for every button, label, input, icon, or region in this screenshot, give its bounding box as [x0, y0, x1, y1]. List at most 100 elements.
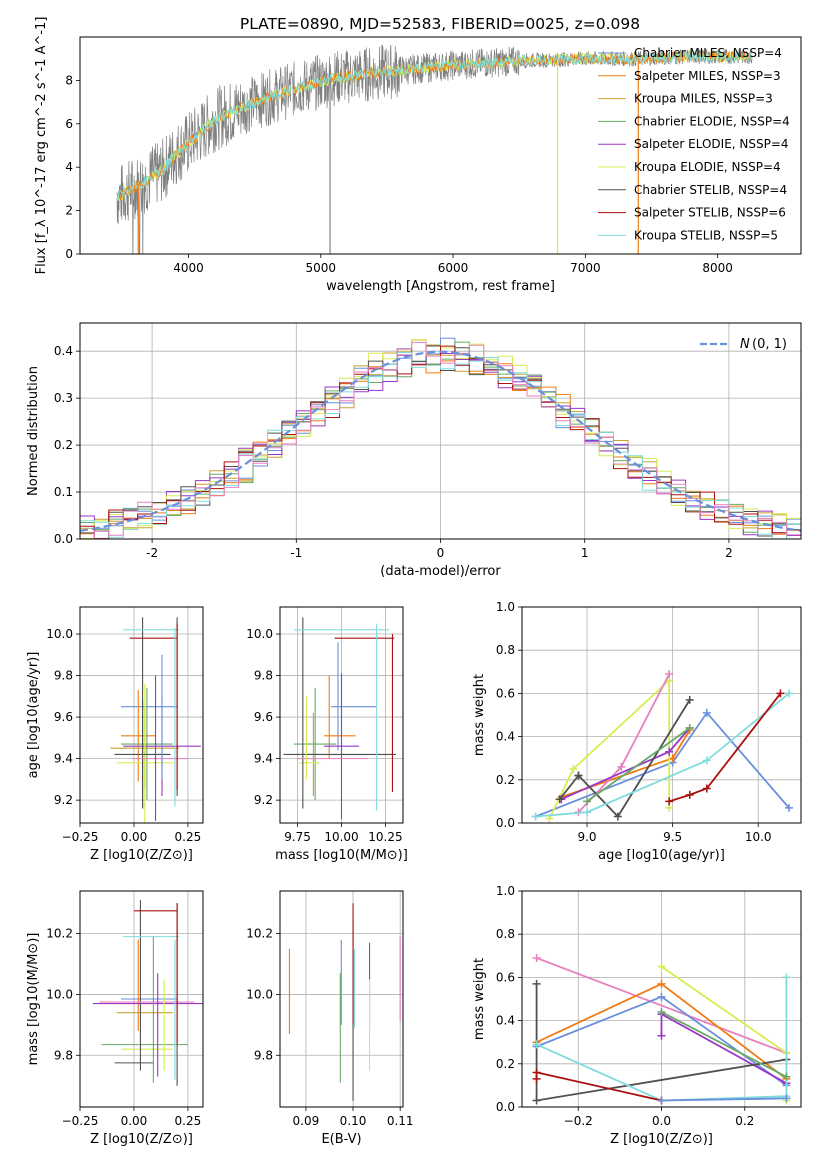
weight-series-line [660, 1012, 787, 1084]
legend-entry: Salpeter STELIB, NSSP=6 [634, 206, 786, 220]
axes-frame [279, 606, 404, 824]
y-tick-label: 0.6 [496, 686, 515, 700]
normal-curve-line [80, 350, 801, 532]
weight-series-line [661, 1097, 787, 1102]
legend-entry: Salpeter ELODIE, NSSP=4 [634, 137, 789, 151]
weight-series-line [668, 692, 782, 803]
x-tick-label: 6000 [438, 261, 469, 275]
data-point-marker [532, 1040, 541, 1049]
y-tick-label: 10.0 [46, 987, 73, 1001]
weight-series-line [535, 1071, 662, 1102]
x-tick-label: −0.25 [62, 830, 99, 844]
y-tick-label: 9.6 [54, 710, 73, 724]
y-tick-label: 1.0 [496, 884, 515, 898]
data-point-marker [702, 708, 711, 717]
weight-vs-age-panel: 9.0 9.5 10.0 0.0 0.2 0.4 0.6 0.8 1.0 age [log10(a… [472, 600, 802, 863]
x-tick-label: -2 [146, 546, 158, 560]
x-tick-label: 10.0 [745, 830, 772, 844]
data-point-marker [782, 1094, 791, 1103]
y-tick-label: 0 [65, 247, 73, 261]
x-tick-label: −0.2 [564, 1114, 593, 1128]
data-spectrum-line [116, 44, 753, 254]
x-tick-label: 0.00 [121, 830, 148, 844]
y-tick-label: 10.2 [46, 927, 73, 941]
weight-series-line [661, 1011, 787, 1078]
y-tick-label: 9.4 [54, 752, 73, 766]
weight-series-line [548, 678, 671, 820]
legend-entry: Chabrier STELIB, NSSP=4 [634, 183, 787, 197]
data-point-marker [657, 979, 666, 988]
x-axis-label: Z [log10(Z/Z⊙)] [90, 848, 193, 863]
data-point-marker [555, 795, 564, 804]
x-axis-label: (data-model)/error [380, 564, 501, 579]
data-point-marker [785, 803, 794, 812]
data-point-marker [532, 1068, 541, 1077]
axes-frame [279, 890, 404, 1108]
y-axis-label: Normed distribution [26, 366, 41, 496]
weight-series-line [660, 965, 788, 1101]
data-point-marker [657, 962, 666, 971]
y-axis-label: age [log10(age/yr)] [26, 652, 41, 779]
legend-entry: N [740, 337, 750, 352]
y-tick-label: 10.0 [46, 627, 73, 641]
y-tick-label: 2 [65, 204, 73, 218]
data-point-marker [657, 1096, 666, 1105]
weight-series-line [577, 673, 670, 813]
legend-entry: Kroupa STELIB, NSSP=5 [634, 228, 778, 242]
x-tick-label: 0.09 [293, 1114, 320, 1128]
y-tick-label: 0.4 [496, 730, 515, 744]
plot-area [531, 669, 794, 823]
x-tick-label: 0.10 [340, 1114, 367, 1128]
x-tick-label: 0 [437, 546, 445, 560]
age-vs-z-panel: −0.25 0.00 0.25 9.2 9.4 9.6 9.8 10.0 Z [log10(Z/… [26, 606, 204, 863]
legend-entry: (0, 1) [752, 337, 787, 352]
y-tick-label: 0.0 [54, 532, 73, 546]
x-tick-label: 8000 [702, 261, 733, 275]
y-tick-label: 0.4 [496, 1014, 515, 1028]
data-point-marker [657, 1031, 666, 1040]
legend-entry: Kroupa ELODIE, NSSP=4 [634, 160, 781, 174]
data-point-marker [665, 669, 674, 678]
legend-entry: Kroupa MILES, NSSP=3 [634, 92, 773, 106]
histogram-series [80, 345, 801, 539]
age-vs-mass-panel: 9.75 10.00 10.25 9.2 9.4 9.6 9.8 10.0 mass [log1… [246, 606, 408, 863]
data-point-marker [613, 812, 622, 821]
data-point-marker [569, 765, 578, 773]
weight-series-line [586, 727, 691, 803]
axes-frame [79, 322, 802, 540]
plot-area [116, 44, 753, 254]
y-tick-label: 8 [65, 73, 73, 87]
data-point-marker [785, 689, 794, 698]
plot-area [532, 953, 791, 1105]
x-tick-label: -1 [290, 546, 302, 560]
data-point-marker [782, 1072, 791, 1081]
y-tick-label: 1.0 [496, 600, 515, 614]
y-tick-label: 0.2 [496, 773, 515, 787]
legend-entry: Chabrier MILES, NSSP=4 [634, 46, 782, 60]
x-tick-label: 10.25 [368, 830, 402, 844]
y-tick-label: 0.3 [54, 391, 73, 405]
y-tick-label: 0.2 [496, 1057, 515, 1071]
data-point-marker [776, 689, 785, 698]
plot-area [80, 337, 801, 539]
x-axis-label: Z [log10(Z/Z⊙)] [90, 1132, 193, 1147]
plot-area [92, 900, 203, 1086]
y-tick-label: 10.2 [246, 927, 273, 941]
data-point-marker [617, 762, 626, 771]
y-axis-label: mass weight [472, 958, 487, 1040]
spectrum-panel: 4000 5000 6000 7000 8000 0 2 4 6 8 wavelength [Ang… [34, 17, 802, 294]
y-tick-label: 0.2 [54, 438, 73, 452]
data-point-marker [665, 747, 674, 756]
y-tick-label: 9.6 [254, 710, 273, 724]
data-point-marker [532, 979, 541, 988]
histogram-series [80, 341, 801, 539]
y-tick-label: 0.1 [54, 485, 73, 499]
y-tick-label: 0.6 [496, 970, 515, 984]
data-point-marker [532, 1096, 541, 1105]
data-point-marker [685, 790, 694, 799]
y-tick-label: 0.0 [496, 1100, 515, 1114]
data-point-marker [657, 1007, 666, 1016]
y-axis-label: mass weight [472, 674, 487, 756]
x-tick-label: 9.75 [284, 830, 311, 844]
